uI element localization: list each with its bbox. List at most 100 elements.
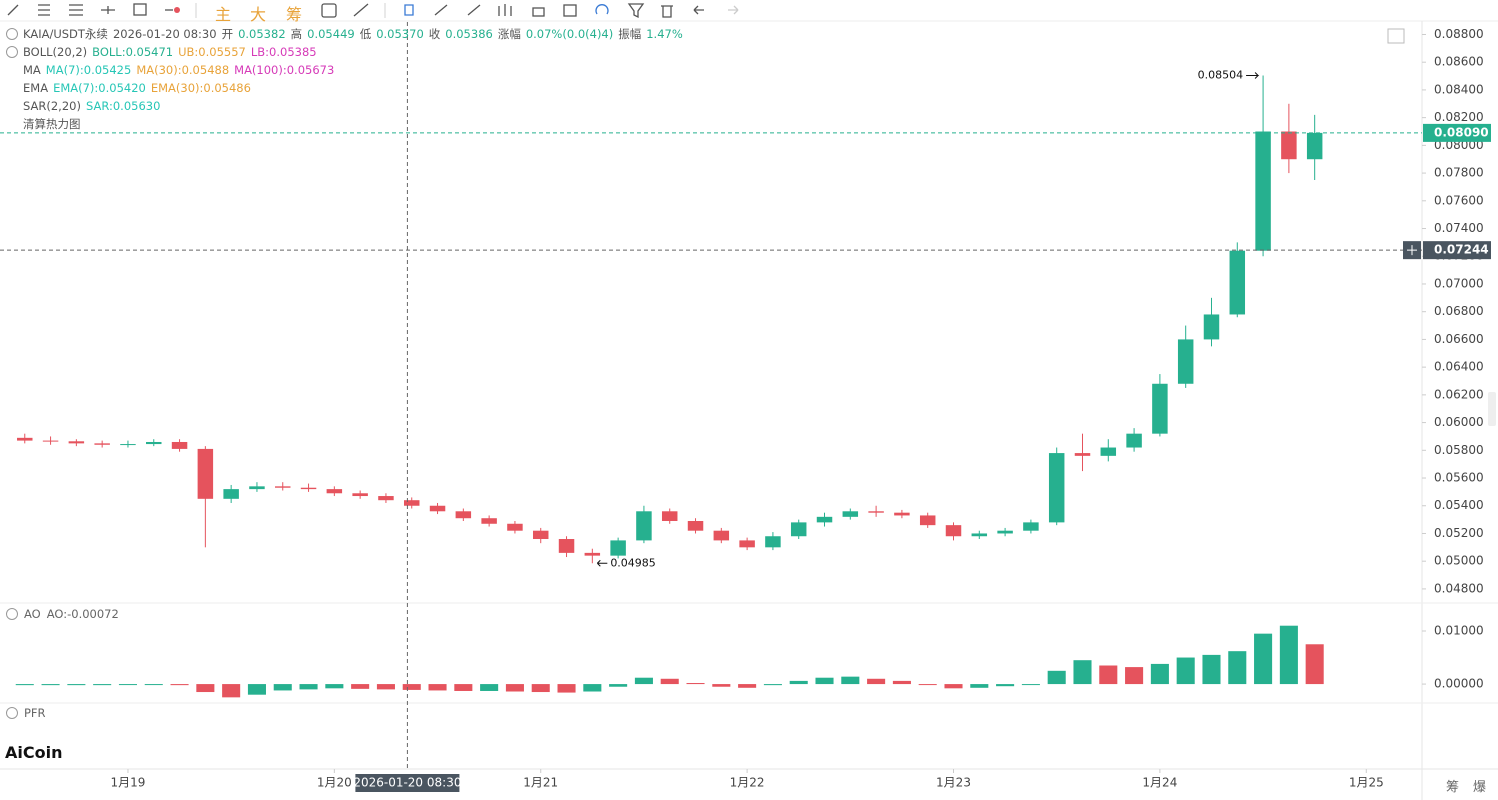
candle-body bbox=[868, 511, 884, 513]
legend-row: 清算热力图 bbox=[6, 115, 683, 133]
indicator[interactable]: 清算热力图 bbox=[23, 117, 81, 131]
tool-magnet[interactable] bbox=[595, 4, 609, 15]
tool-line[interactable] bbox=[7, 4, 19, 16]
toolbar-button[interactable]: 大 bbox=[250, 5, 267, 24]
tool-filter[interactable] bbox=[627, 3, 645, 19]
y-tick-label: 0.06400 bbox=[1434, 360, 1484, 374]
candle-body bbox=[429, 505, 446, 512]
candle-body bbox=[120, 444, 136, 446]
crosshair-x-box bbox=[355, 774, 460, 792]
ao-bar bbox=[222, 684, 241, 698]
label: 开 bbox=[221, 27, 234, 41]
fullscreen-button[interactable] bbox=[1387, 28, 1405, 44]
symbol: KAIA/USDT永续 bbox=[23, 27, 108, 41]
tool-copy[interactable] bbox=[404, 4, 414, 16]
indicator: PFR bbox=[24, 706, 46, 720]
legend-row: MA MA(7):0.05425 MA(30):0.05488 MA(100):… bbox=[6, 61, 683, 79]
footer-button[interactable]: 筹 bbox=[1445, 780, 1459, 795]
y-tick-label: 0.05800 bbox=[1434, 443, 1484, 457]
collapse-icon[interactable] bbox=[6, 707, 18, 719]
ao-bar bbox=[41, 684, 60, 686]
candle-body bbox=[1100, 447, 1117, 456]
crosshair-y-label: 0.07244 bbox=[1434, 243, 1489, 257]
y-tick-label: 0.07000 bbox=[1434, 276, 1484, 290]
ao-bar bbox=[170, 684, 189, 686]
ao-bar bbox=[609, 684, 628, 687]
y-tick-label: 0.05400 bbox=[1434, 498, 1484, 512]
crosshair-x-label: 2026-01-20 08:30 bbox=[353, 776, 461, 790]
tool-channel[interactable] bbox=[69, 4, 83, 16]
ao-bar bbox=[247, 684, 266, 695]
value: 0.07%(0.0(4)4) bbox=[525, 27, 614, 41]
candle-body bbox=[997, 530, 1013, 534]
candle-body bbox=[404, 500, 420, 506]
last-price-box bbox=[1423, 123, 1491, 142]
candle-body bbox=[94, 443, 110, 445]
crosshair-plus bbox=[1407, 245, 1417, 256]
tool-pen[interactable] bbox=[353, 3, 369, 17]
collapse-icon[interactable] bbox=[6, 46, 18, 58]
ao-bar bbox=[118, 684, 137, 686]
candle-body bbox=[661, 511, 678, 521]
tool-ray[interactable] bbox=[101, 6, 115, 14]
toolbar: 主 大 筹 bbox=[0, 0, 760, 24]
candle-body bbox=[919, 515, 936, 526]
tool-note[interactable] bbox=[563, 4, 577, 17]
side-handle[interactable] bbox=[1488, 392, 1496, 426]
toolbar-button[interactable]: 筹 bbox=[286, 5, 303, 24]
ao-bar bbox=[1125, 667, 1144, 685]
ao-bar bbox=[1305, 644, 1324, 685]
toolbar-button[interactable]: 主 bbox=[215, 5, 232, 24]
tool-undo[interactable] bbox=[693, 5, 704, 15]
candle-body bbox=[1306, 132, 1323, 160]
ao-bar bbox=[763, 684, 782, 686]
tool-delete[interactable] bbox=[661, 5, 673, 18]
candle-body bbox=[1281, 131, 1297, 160]
tool-brush[interactable] bbox=[467, 4, 481, 16]
indicator-value: AO:-0.00072 bbox=[46, 607, 119, 621]
tool-ruler[interactable] bbox=[434, 4, 448, 16]
tool-edit[interactable] bbox=[321, 3, 337, 18]
candle-body bbox=[636, 511, 652, 541]
label: 涨幅 bbox=[497, 27, 521, 41]
legend-row: SAR(2,20) SAR:0.05630 bbox=[6, 97, 683, 115]
ao-bar bbox=[531, 684, 550, 693]
footer-button[interactable]: 爆 bbox=[1472, 780, 1486, 795]
collapse-icon[interactable] bbox=[6, 28, 18, 40]
candle-body bbox=[481, 518, 497, 524]
ao-bar bbox=[712, 684, 731, 687]
ao-bar bbox=[1047, 670, 1066, 685]
y-tick-label: 0.01000 bbox=[1434, 624, 1484, 638]
tool-candles[interactable] bbox=[498, 4, 512, 16]
time: 2026-01-20 08:30 bbox=[112, 27, 217, 41]
tool-hlines[interactable] bbox=[38, 4, 50, 16]
y-tick-label: 0.06200 bbox=[1434, 387, 1484, 401]
candle-body bbox=[17, 437, 33, 441]
ao-bar bbox=[351, 684, 370, 689]
ao-bar bbox=[93, 684, 112, 686]
ao-bar bbox=[892, 680, 911, 685]
x-tick-label: 1月25 bbox=[1349, 776, 1384, 790]
max-arrow bbox=[1246, 72, 1260, 79]
tool-dot[interactable] bbox=[174, 7, 180, 13]
indicator-value: SAR:0.05630 bbox=[85, 99, 161, 113]
ao-bar bbox=[841, 676, 860, 685]
value: 0.05386 bbox=[445, 27, 493, 41]
ao-bar bbox=[583, 684, 602, 692]
max-label: 0.08504 bbox=[1198, 69, 1244, 82]
ao-bar bbox=[789, 680, 808, 685]
indicator: AO bbox=[24, 607, 41, 621]
label: 高 bbox=[290, 27, 303, 41]
tool-rect[interactable] bbox=[133, 3, 147, 16]
y-tick-label: 0.08400 bbox=[1434, 82, 1484, 96]
candle-body bbox=[378, 496, 394, 501]
ao-bar bbox=[15, 684, 34, 686]
collapse-icon[interactable] bbox=[6, 608, 18, 620]
tool-redo[interactable] bbox=[728, 5, 739, 15]
ao-bar bbox=[867, 678, 886, 685]
y-tick-label: 0.05600 bbox=[1434, 471, 1484, 485]
last-price-label: 0.08090 bbox=[1434, 125, 1489, 139]
tool-lock[interactable] bbox=[532, 7, 545, 17]
